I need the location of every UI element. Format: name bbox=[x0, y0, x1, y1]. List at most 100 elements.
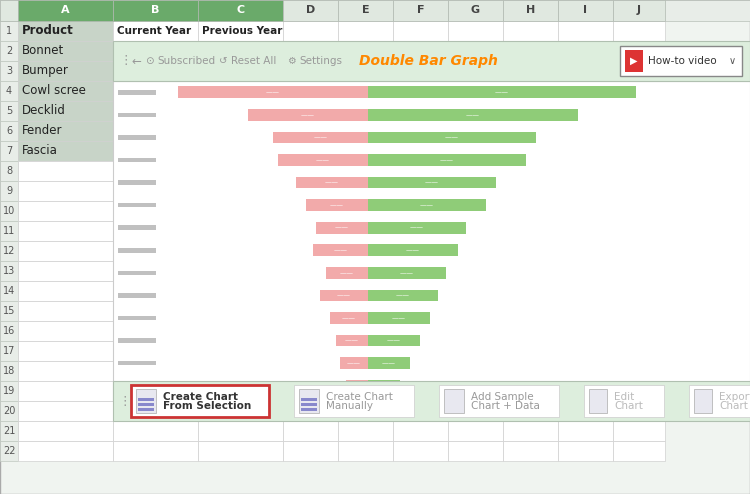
Bar bbox=[0, 101, 18, 121]
Bar bbox=[613, 321, 665, 341]
Text: ∨: ∨ bbox=[728, 56, 736, 66]
Bar bbox=[448, 421, 503, 441]
Bar bbox=[198, 401, 283, 421]
Bar bbox=[558, 341, 613, 361]
Bar bbox=[368, 154, 526, 166]
Bar bbox=[503, 361, 558, 381]
Text: ↺: ↺ bbox=[219, 56, 228, 66]
Text: Fender: Fender bbox=[22, 124, 62, 137]
Text: ——: —— bbox=[495, 89, 508, 95]
Text: I: I bbox=[584, 5, 587, 15]
Bar bbox=[368, 109, 578, 121]
Bar bbox=[448, 81, 503, 101]
Bar bbox=[558, 241, 613, 261]
Bar bbox=[393, 121, 448, 141]
Bar bbox=[448, 21, 503, 41]
Text: ——: —— bbox=[325, 180, 339, 186]
Bar bbox=[0, 321, 18, 341]
Bar bbox=[313, 245, 368, 256]
Bar bbox=[198, 121, 283, 141]
Text: Bumper: Bumper bbox=[22, 65, 69, 78]
Bar bbox=[198, 361, 283, 381]
Bar bbox=[283, 0, 338, 21]
Bar bbox=[338, 221, 393, 241]
Text: ——: —— bbox=[424, 180, 439, 186]
Bar bbox=[338, 121, 393, 141]
Text: 19: 19 bbox=[3, 386, 15, 396]
Text: ——: —— bbox=[445, 134, 459, 140]
Bar bbox=[299, 389, 319, 413]
Bar bbox=[178, 86, 368, 98]
Text: Fascia: Fascia bbox=[22, 145, 58, 158]
Bar bbox=[338, 0, 393, 21]
Bar bbox=[338, 61, 393, 81]
Bar bbox=[0, 61, 18, 81]
Bar bbox=[613, 181, 665, 201]
Bar bbox=[283, 241, 338, 261]
Bar bbox=[448, 301, 503, 321]
Text: ——: —— bbox=[396, 292, 410, 298]
Bar bbox=[0, 361, 18, 381]
Text: ——: —— bbox=[345, 337, 358, 343]
Bar bbox=[283, 441, 338, 461]
Text: Settings: Settings bbox=[299, 56, 342, 66]
Bar bbox=[138, 403, 154, 406]
Bar bbox=[113, 161, 198, 181]
Bar bbox=[448, 0, 503, 21]
Bar bbox=[444, 389, 464, 413]
Bar bbox=[558, 141, 613, 161]
Bar bbox=[558, 121, 613, 141]
Bar bbox=[113, 181, 198, 201]
Bar bbox=[198, 281, 283, 301]
Bar bbox=[18, 81, 113, 101]
Bar bbox=[118, 338, 156, 343]
Bar bbox=[368, 199, 486, 211]
Bar bbox=[278, 154, 368, 166]
Bar bbox=[118, 248, 156, 252]
Bar bbox=[198, 381, 283, 401]
Text: 14: 14 bbox=[3, 286, 15, 296]
Bar bbox=[448, 221, 503, 241]
Bar bbox=[558, 81, 613, 101]
Bar bbox=[393, 241, 448, 261]
Bar bbox=[0, 401, 18, 421]
Bar bbox=[118, 271, 156, 275]
Bar bbox=[393, 401, 448, 421]
Bar bbox=[613, 301, 665, 321]
Bar bbox=[613, 201, 665, 221]
Bar bbox=[558, 361, 613, 381]
Bar bbox=[503, 81, 558, 101]
Bar bbox=[113, 21, 198, 41]
Bar bbox=[118, 203, 156, 207]
Bar bbox=[0, 41, 18, 61]
Bar bbox=[338, 241, 393, 261]
Text: 1: 1 bbox=[6, 26, 12, 36]
Bar bbox=[613, 81, 665, 101]
Bar bbox=[393, 301, 448, 321]
Text: ——: —— bbox=[342, 315, 355, 321]
Bar bbox=[113, 241, 198, 261]
Bar bbox=[338, 161, 393, 181]
Bar bbox=[198, 201, 283, 221]
Bar bbox=[448, 321, 503, 341]
Text: ——: —— bbox=[330, 202, 344, 208]
Bar bbox=[613, 161, 665, 181]
Bar bbox=[113, 201, 198, 221]
Text: Decklid: Decklid bbox=[22, 105, 66, 118]
Text: E: E bbox=[362, 5, 369, 15]
Bar bbox=[558, 61, 613, 81]
Bar bbox=[338, 181, 393, 201]
Bar bbox=[283, 321, 338, 341]
Bar bbox=[18, 201, 113, 221]
Bar bbox=[448, 381, 503, 401]
Bar bbox=[113, 401, 198, 421]
Bar bbox=[503, 21, 558, 41]
Bar bbox=[198, 21, 283, 41]
Bar bbox=[138, 408, 154, 411]
Text: ⋮: ⋮ bbox=[118, 395, 130, 408]
Bar bbox=[448, 101, 503, 121]
Bar bbox=[338, 301, 393, 321]
Text: Chart + Data: Chart + Data bbox=[471, 401, 540, 411]
Bar bbox=[18, 21, 113, 41]
Bar bbox=[393, 101, 448, 121]
